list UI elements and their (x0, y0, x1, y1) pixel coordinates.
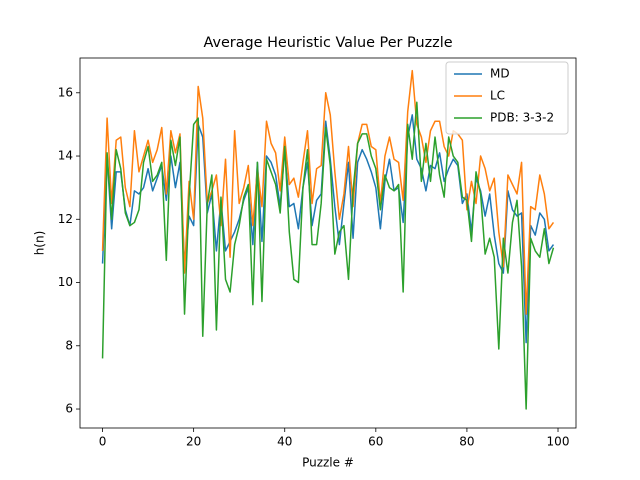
x-tick-label: 0 (99, 435, 107, 449)
y-axis-label: h(n) (33, 231, 47, 256)
legend-label: PDB: 3-3-2 (490, 111, 554, 125)
legend-label: MD (490, 67, 510, 81)
x-tick-label: 80 (459, 435, 474, 449)
x-tick-label: 20 (186, 435, 201, 449)
legend-box (445, 61, 569, 135)
chart-title: Average Heuristic Value Per Puzzle (203, 35, 452, 51)
legend-label: LC (490, 89, 505, 103)
x-axis-label: Puzzle # (302, 456, 354, 470)
y-tick-label: 12 (58, 212, 73, 226)
series-line (101, 101, 555, 410)
y-tick-label: 8 (65, 338, 73, 352)
y-tick-label: 10 (58, 275, 73, 289)
y-tick-label: 16 (58, 85, 73, 99)
y-tick-label: 14 (58, 149, 73, 163)
x-tick-label: 40 (277, 435, 292, 449)
x-tick-label: 60 (368, 435, 383, 449)
y-tick-label: 6 (65, 402, 73, 416)
x-tick-label: 100 (547, 435, 570, 449)
plot-frame (79, 57, 577, 429)
